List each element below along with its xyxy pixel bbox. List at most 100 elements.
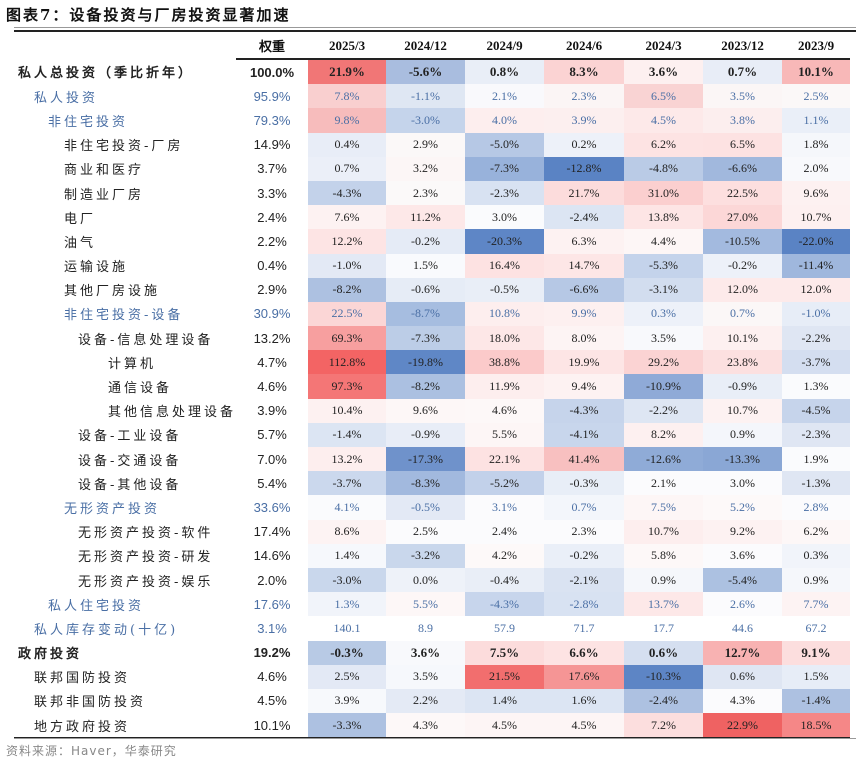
value-cell: 13.8% (624, 205, 704, 230)
header-period: 2024/12 (386, 33, 466, 60)
table-row: 私人库存变动(十亿) 3.1% 140.1 8.9 57.9 71.7 17.7 44.6 67… (14, 616, 851, 641)
value-cell: 7.8% (308, 84, 387, 109)
value-cell: 140.1 (308, 616, 387, 641)
value-cell: 1.5% (386, 253, 466, 278)
value-cell: -3.1% (624, 277, 704, 302)
value-cell: -0.3% (544, 471, 625, 496)
value-cell: 0.3% (624, 301, 704, 327)
table-row: 无形资产投资 33.6% 4.1% -0.5% 3.1% 0.7% 7.5% 5.2% 2.8% (14, 495, 851, 520)
value-cell: 7.5% (624, 495, 704, 520)
value-cell: 6.3% (544, 229, 625, 254)
value-cell: 0.9% (782, 567, 851, 593)
value-cell: 4.5% (624, 108, 704, 133)
table-row: 非住宅投资-厂房 14.9% 0.4% 2.9% -5.0% 0.2% 6.2% 6.5% 1.… (14, 132, 851, 157)
row-weight: 10.1% (236, 713, 309, 740)
value-cell: -2.1% (544, 567, 625, 593)
value-cell: -2.8% (544, 592, 625, 617)
value-cell: 4.3% (703, 688, 783, 714)
table-row: 无形资产投资-娱乐 2.0% -3.0% 0.0% -0.4% -2.1% 0.9% -5.4… (14, 567, 851, 593)
value-cell: -3.7% (782, 350, 851, 375)
value-cell: 4.6% (465, 398, 545, 423)
value-cell: 22.1% (465, 447, 545, 472)
value-cell: 3.6% (703, 543, 783, 568)
header-period: 2024/6 (544, 33, 625, 60)
table-body: 私人总投资（季比折年） 100.0% 21.9% -5.6% 0.8% 8.3% 3.6% 0… (14, 59, 851, 740)
value-cell: -6.6% (703, 156, 783, 181)
value-cell: -3.0% (308, 567, 387, 593)
row-label: 通信设备 (108, 381, 173, 397)
value-cell: -11.4% (782, 253, 851, 278)
value-cell: 9.8% (308, 108, 387, 133)
value-cell: 5.5% (465, 422, 545, 447)
value-cell: 1.4% (308, 543, 387, 568)
value-cell: -4.5% (782, 398, 851, 423)
value-cell: 0.4% (308, 132, 387, 157)
value-cell: -1.4% (782, 688, 851, 714)
value-cell: 10.7% (703, 398, 783, 423)
header-weight: 权重 (236, 33, 309, 60)
row-label: 无形资产投资-娱乐 (78, 574, 214, 590)
value-cell: 38.8% (465, 350, 545, 375)
row-weight: 14.9% (253, 137, 291, 153)
value-cell: -0.2% (544, 543, 625, 568)
value-cell: -2.3% (465, 180, 545, 206)
table-row: 联邦国防投资 4.6% 2.5% 3.5% 21.5% 17.6% -10.3% 0.6% 1.… (14, 664, 851, 689)
row-weight: 95.9% (253, 88, 291, 104)
value-cell: 2.3% (386, 180, 466, 206)
value-cell: -22.0% (782, 229, 851, 254)
bottom-rule (14, 738, 856, 739)
value-cell: 4.0% (465, 108, 545, 133)
row-label: 计算机 (108, 356, 157, 372)
table-row: 非住宅投资-设备 30.9% 22.5% -8.7% 10.8% 9.9% 0.3% 0.7%… (14, 301, 851, 327)
table-row: 设备-交通设备 7.0% 13.2% -17.3% 22.1% 41.4% -12.6% -1… (14, 447, 851, 472)
row-label: 设备-其他设备 (78, 477, 182, 493)
header-blank (14, 33, 236, 59)
value-cell: 0.6% (703, 664, 783, 689)
value-cell: -8.7% (386, 301, 466, 327)
row-label: 私人库存变动(十亿) (34, 622, 179, 638)
value-cell: 57.9 (465, 616, 545, 641)
value-cell: 31.0% (624, 180, 704, 206)
value-cell: 0.0% (386, 567, 466, 593)
value-cell: 2.6% (703, 592, 783, 617)
value-cell: 3.5% (624, 326, 704, 351)
row-label: 私人总投资（季比折年） (18, 66, 195, 82)
value-cell: 12.0% (782, 277, 851, 302)
row-label: 地方政府投资 (14, 713, 237, 740)
value-cell: -3.0% (386, 108, 466, 133)
value-cell: 0.9% (624, 567, 704, 593)
value-cell: 2.2% (386, 688, 466, 714)
value-cell: 3.5% (386, 664, 466, 689)
row-weight: 2.9% (257, 282, 287, 298)
value-cell: 4.2% (465, 543, 545, 568)
value-cell: 2.1% (465, 84, 545, 109)
value-cell: 12.0% (703, 277, 783, 302)
row-weight: 100.0% (249, 64, 295, 80)
value-cell: 7.6% (308, 205, 387, 230)
row-weight: 17.6% (253, 596, 291, 612)
value-cell: -12.8% (544, 156, 625, 181)
row-weight: 3.7% (257, 161, 287, 177)
value-cell: -0.4% (465, 567, 545, 593)
value-cell: 10.7% (782, 205, 851, 230)
row-weight: 5.4% (257, 475, 287, 491)
value-cell: 10.4% (308, 398, 387, 423)
value-cell: 0.3% (782, 543, 851, 568)
value-cell: 44.6 (703, 616, 783, 641)
value-cell: 8.3% (544, 59, 625, 85)
table-row: 联邦非国防投资 4.5% 3.9% 2.2% 1.4% 1.6% -2.4% 4.3% -1.4… (14, 688, 851, 714)
value-cell: -17.3% (386, 447, 466, 472)
value-cell: 1.1% (782, 108, 851, 133)
value-cell: 2.3% (544, 519, 625, 544)
value-cell: 8.9 (386, 616, 466, 641)
row-label: 设备-工业设备 (78, 429, 182, 445)
value-cell: 2.8% (782, 495, 851, 520)
value-cell: 7.2% (624, 713, 704, 740)
value-cell: 2.9% (386, 132, 466, 157)
row-label: 制造业厂房 (64, 187, 145, 203)
value-cell: 97.3% (308, 374, 387, 399)
value-cell: 4.3% (386, 713, 466, 740)
value-cell: 10.1% (782, 59, 851, 85)
value-cell: 3.1% (465, 495, 545, 520)
value-cell: 0.7% (544, 495, 625, 520)
